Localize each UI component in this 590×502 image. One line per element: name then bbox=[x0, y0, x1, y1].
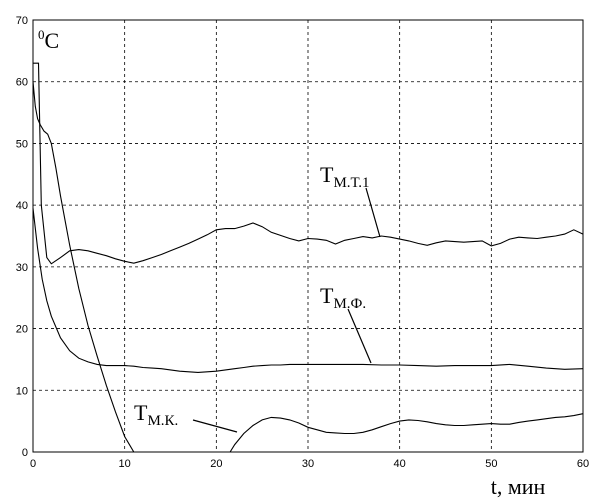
annotation-leader bbox=[347, 308, 372, 364]
y-axis-label-sup: 0 bbox=[38, 27, 45, 42]
y-tick-label: 60 bbox=[16, 77, 28, 89]
annotation-leader bbox=[192, 419, 238, 433]
x-axis-label: t, мин bbox=[491, 474, 546, 499]
series-annotation-3: TМ.К. bbox=[134, 400, 178, 429]
annotation-sub: М.К. bbox=[147, 413, 178, 429]
tick-labels: 0 10 20 30 40 50 60 0 10 20 30 40 50 60 70 bbox=[16, 15, 589, 470]
series-layer bbox=[32, 62, 584, 453]
annotation-leader bbox=[365, 187, 381, 238]
y-tick-label: 70 bbox=[16, 15, 28, 27]
y-tick-label: 50 bbox=[16, 138, 28, 150]
annotation-main: T bbox=[320, 283, 334, 308]
series-annotation-1: TМ.Т.1 bbox=[320, 162, 369, 191]
y-axis-label: 0C bbox=[38, 27, 59, 53]
annotation-sub: М.Ф. bbox=[333, 296, 366, 312]
x-tick-label: 20 bbox=[210, 458, 222, 470]
x-tick-label: 0 bbox=[30, 458, 36, 470]
y-tick-label: 10 bbox=[16, 385, 28, 397]
series-annotation-2: TМ.Ф. bbox=[320, 283, 366, 312]
series-line-3 bbox=[32, 81, 584, 453]
annotations: TМ.Т.1TМ.Ф.TМ.К. bbox=[134, 162, 381, 433]
y-axis-label-main: C bbox=[45, 28, 60, 53]
x-tick-label: 50 bbox=[485, 458, 497, 470]
x-tick-label: 60 bbox=[577, 458, 589, 470]
x-tick-label: 30 bbox=[302, 458, 314, 470]
y-tick-label: 0 bbox=[22, 447, 28, 459]
annotation-main: T bbox=[134, 400, 148, 425]
y-tick-label: 20 bbox=[16, 324, 28, 336]
annotation-sub: М.Т.1 bbox=[333, 175, 369, 191]
x-tick-label: 10 bbox=[119, 458, 131, 470]
x-tick-label: 40 bbox=[394, 458, 406, 470]
y-tick-label: 30 bbox=[16, 262, 28, 274]
series-line-2 bbox=[32, 208, 584, 373]
plot-frame bbox=[32, 19, 584, 453]
annotation-main: T bbox=[320, 162, 334, 187]
series-line-1 bbox=[33, 62, 584, 265]
grid bbox=[33, 20, 583, 452]
y-tick-label: 40 bbox=[16, 200, 28, 212]
